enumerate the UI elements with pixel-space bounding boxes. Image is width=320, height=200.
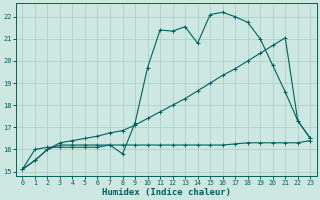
X-axis label: Humidex (Indice chaleur): Humidex (Indice chaleur) — [102, 188, 231, 197]
